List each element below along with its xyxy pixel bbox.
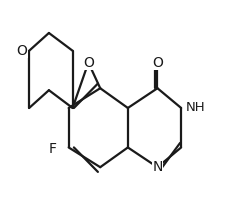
- Text: N: N: [152, 160, 163, 174]
- Text: O: O: [16, 44, 27, 58]
- Text: F: F: [49, 142, 57, 156]
- Text: O: O: [83, 56, 94, 70]
- Text: NH: NH: [186, 102, 206, 114]
- Text: O: O: [152, 56, 163, 70]
